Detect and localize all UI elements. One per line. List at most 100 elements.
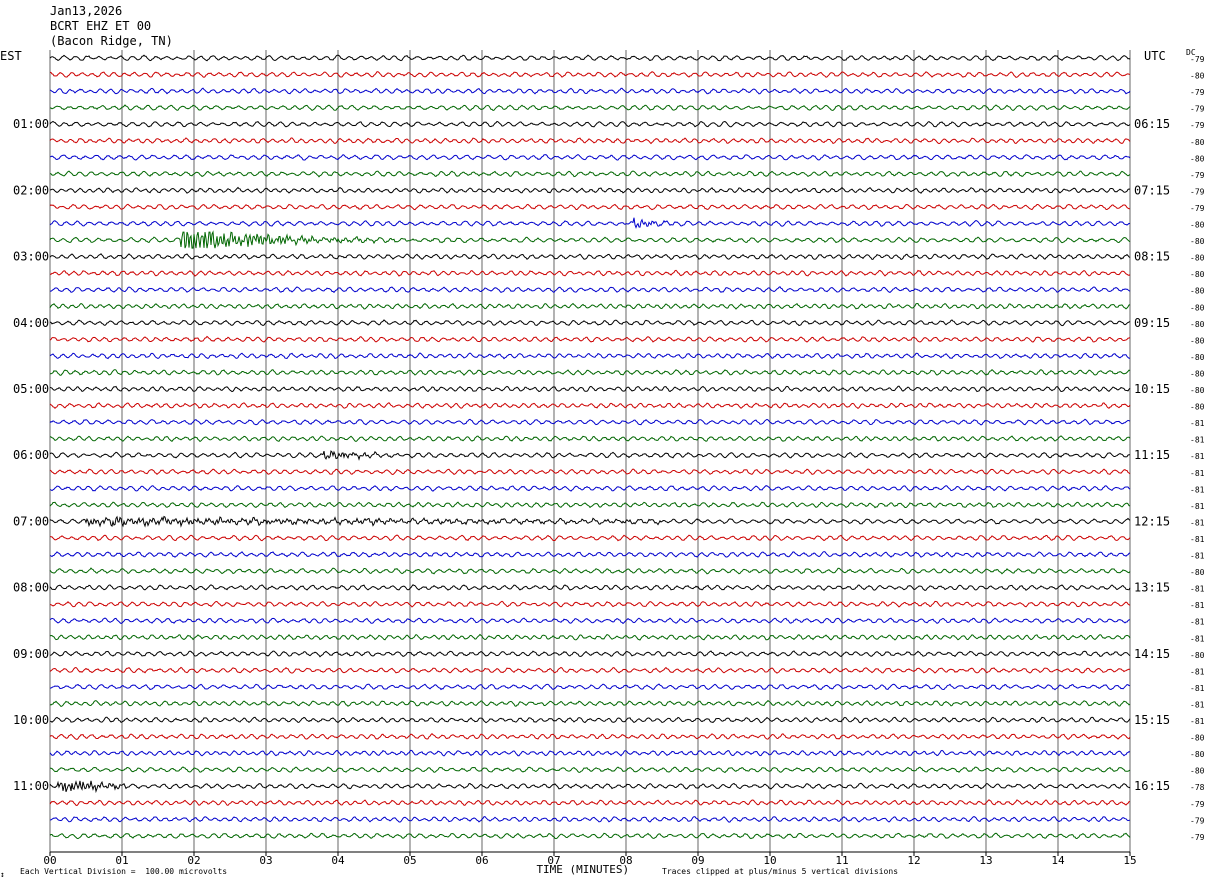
right-hour-label: 14:15 <box>1134 647 1170 661</box>
dc-value: -79 <box>1190 55 1205 64</box>
x-tick-label: 06 <box>475 854 488 867</box>
dc-value: -80 <box>1190 651 1205 660</box>
station-location: (Bacon Ridge, TN) <box>50 34 173 48</box>
trace-line-25 <box>49 468 1131 476</box>
dc-value: -80 <box>1190 138 1205 147</box>
trace-line-15 <box>49 302 1131 310</box>
trace-line-1 <box>49 71 1131 78</box>
left-hour-label: 07:00 <box>13 514 49 528</box>
left-hour-label: 05:00 <box>13 382 49 396</box>
dc-value: -81 <box>1190 485 1205 494</box>
dc-value: -80 <box>1190 320 1205 329</box>
right-hour-label: 07:15 <box>1134 183 1170 197</box>
trace-line-31 <box>49 567 1131 575</box>
trace-line-39 <box>49 699 1131 707</box>
x-tick-label: 03 <box>259 854 272 867</box>
trace-line-42 <box>49 749 1131 757</box>
trace-line-32 <box>49 584 1131 592</box>
dc-value: -80 <box>1190 287 1205 296</box>
trace-line-11 <box>49 230 1131 249</box>
right-hour-label: 09:15 <box>1134 316 1170 330</box>
trace-line-18 <box>49 352 1131 360</box>
trace-line-33 <box>49 600 1131 608</box>
trace-line-3 <box>50 104 1131 111</box>
dc-value: -80 <box>1190 369 1205 378</box>
dc-value: -81 <box>1190 684 1205 693</box>
trace-line-2 <box>49 87 1131 95</box>
right-hour-label: 06:15 <box>1134 117 1170 131</box>
trace-line-22 <box>49 418 1131 426</box>
right-hour-label: 13:15 <box>1134 581 1170 595</box>
trace-line-26 <box>49 485 1131 492</box>
trace-line-47 <box>49 832 1131 840</box>
trace-line-7 <box>49 170 1131 178</box>
x-axis-label: TIME (MINUTES) <box>536 863 629 876</box>
dc-label: DC <box>1186 48 1196 57</box>
trace-line-37 <box>49 666 1131 674</box>
scale-note: Each Vertical Division = 100.00 microvol… <box>20 867 228 876</box>
dc-value: -81 <box>1190 634 1205 643</box>
trace-line-0 <box>49 54 1131 62</box>
trace-line-29 <box>49 534 1131 542</box>
trace-line-46 <box>49 816 1131 823</box>
trace-line-14 <box>49 286 1131 294</box>
trace-line-17 <box>49 335 1131 343</box>
dc-value: -79 <box>1190 121 1205 130</box>
dc-value: -81 <box>1190 518 1205 527</box>
left-hour-label: 01:00 <box>13 117 49 131</box>
left-hour-label: 11:00 <box>13 779 49 793</box>
x-tick-label: 00 <box>43 854 56 867</box>
trace-line-4 <box>49 120 1131 128</box>
station-code: BCRT EHZ ET 00 <box>50 19 152 33</box>
trace-line-27 <box>49 501 1131 509</box>
dc-value: -79 <box>1190 105 1205 114</box>
dc-value: -80 <box>1190 237 1205 246</box>
dc-value: -81 <box>1190 436 1205 445</box>
left-hour-label: 06:00 <box>13 448 49 462</box>
trace-line-10 <box>49 217 1131 229</box>
dc-value: -80 <box>1190 353 1205 362</box>
dc-value: -79 <box>1190 88 1205 97</box>
dc-value: -80 <box>1190 403 1205 412</box>
trace-line-41 <box>49 733 1131 740</box>
dc-value: -81 <box>1190 700 1205 709</box>
dc-value: -80 <box>1190 767 1205 776</box>
dc-value: -80 <box>1190 221 1205 230</box>
x-tick-label: 07 <box>547 854 560 867</box>
x-tick-label: 13 <box>979 854 992 867</box>
trace-line-6 <box>49 154 1131 161</box>
trace-line-34 <box>49 617 1131 625</box>
dc-value: -81 <box>1190 717 1205 726</box>
dc-value: -81 <box>1190 601 1205 610</box>
left-hour-label: 08:00 <box>13 581 49 595</box>
dc-value: -80 <box>1190 72 1205 81</box>
dc-value: -80 <box>1190 254 1205 263</box>
plot-date: Jan13,2026 <box>50 4 123 18</box>
dc-value: -80 <box>1190 568 1205 577</box>
dc-value: -81 <box>1190 535 1205 544</box>
right-hour-label: 10:15 <box>1134 382 1170 396</box>
right-hour-label: 08:15 <box>1134 250 1170 264</box>
x-tick-label: 09 <box>691 854 704 867</box>
vertical-scale-icon: ↕ <box>0 870 5 879</box>
dc-value: -79 <box>1190 800 1205 809</box>
trace-line-36 <box>49 650 1131 658</box>
trace-line-40 <box>49 716 1131 724</box>
dc-value: -80 <box>1190 750 1205 759</box>
trace-line-35 <box>49 633 1131 641</box>
right-hour-label: 12:15 <box>1134 514 1170 528</box>
left-hour-label: 09:00 <box>13 647 49 661</box>
x-tick-label: 02 <box>187 854 200 867</box>
dc-value: -79 <box>1190 204 1205 213</box>
trace-line-21 <box>49 402 1131 410</box>
trace-line-38 <box>49 683 1131 691</box>
dc-value: -81 <box>1190 667 1205 676</box>
x-tick-label: 11 <box>835 854 848 867</box>
trace-line-5 <box>49 137 1131 145</box>
left-hour-label: 04:00 <box>13 316 49 330</box>
left-hour-label: 03:00 <box>13 250 49 264</box>
dc-value: -81 <box>1190 502 1205 511</box>
dc-value: -79 <box>1190 816 1205 825</box>
trace-line-23 <box>49 435 1131 443</box>
